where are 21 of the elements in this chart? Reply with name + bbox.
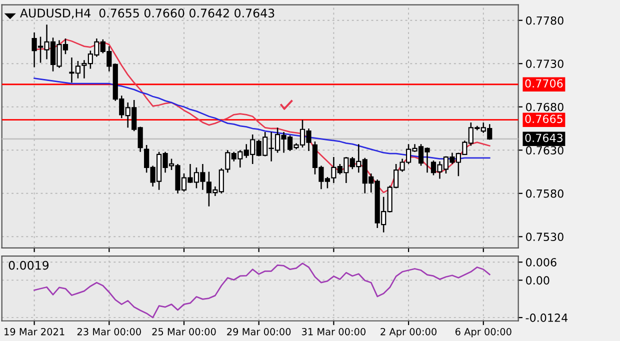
x-tick-label: 29 Mar 00:00 <box>227 328 291 336</box>
x-tick-label: 2 Apr 00:00 <box>380 328 436 338</box>
chart-title: AUDUSD,H4 0.7655 0.7660 0.7642 0.7643 <box>20 8 274 19</box>
x-tick-label: 31 Mar 00:00 <box>302 328 366 336</box>
ref-line-label: 0.7665 <box>525 114 562 124</box>
x-tick-label: 6 Apr 00:00 <box>455 328 512 338</box>
y-tick-label: 0.7680 <box>526 102 564 112</box>
chart-title: 0.0019 <box>8 260 49 270</box>
y-tick-label: 0.7630 <box>526 146 564 155</box>
y-tick-label: 0.006 <box>526 258 556 266</box>
y-tick-label: 0.00 <box>526 276 550 285</box>
x-tick-label: 23 Mar 00:00 <box>77 328 141 336</box>
ref-line-label: 0.7643 <box>525 134 563 142</box>
y-tick-label: 0.7580 <box>526 189 564 198</box>
x-tick-label: 25 Mar 00:00 <box>152 328 216 336</box>
y-tick-label: 0.7780 <box>526 16 564 25</box>
y-tick-label: 0.7530 <box>526 232 564 242</box>
x-tick-label: 19 Mar 2021 <box>4 328 64 336</box>
ref-line-label: 0.7706 <box>525 79 563 88</box>
y-tick-label: 0.7730 <box>526 60 564 68</box>
y-tick-label: -0.0124 <box>526 314 568 322</box>
